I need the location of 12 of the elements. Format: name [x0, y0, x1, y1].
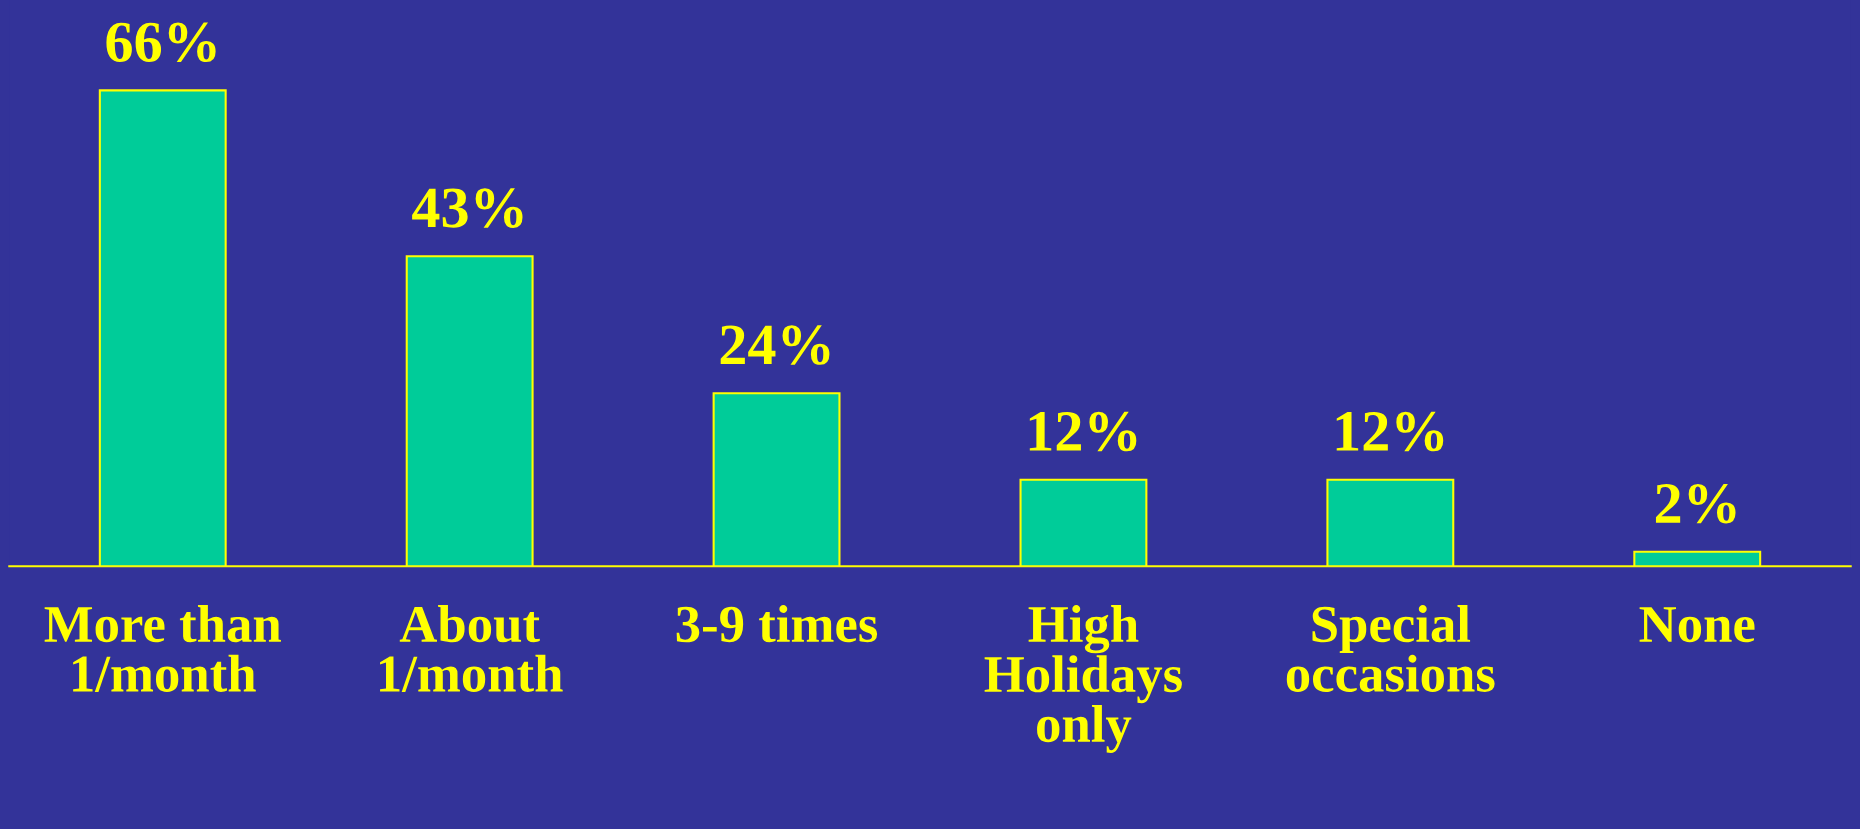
- data-label: 2%: [1655, 483, 1736, 524]
- x-tick-label: Special occasions: [1286, 605, 1495, 692]
- data-label: 43%: [412, 188, 523, 228]
- x-tick-label: High Holidays only: [984, 605, 1182, 754]
- x-tick-label: About 1/month: [380, 605, 563, 692]
- data-label: 12%: [1029, 411, 1137, 452]
- x-tick-label: More than 1/month: [44, 605, 281, 692]
- x-tick-label: 3-9 times: [676, 605, 878, 643]
- data-label: 66%: [106, 22, 216, 63]
- x-tick-label: None: [1639, 607, 1755, 643]
- data-label: 24%: [720, 325, 830, 365]
- data-label: 12%: [1336, 411, 1444, 452]
